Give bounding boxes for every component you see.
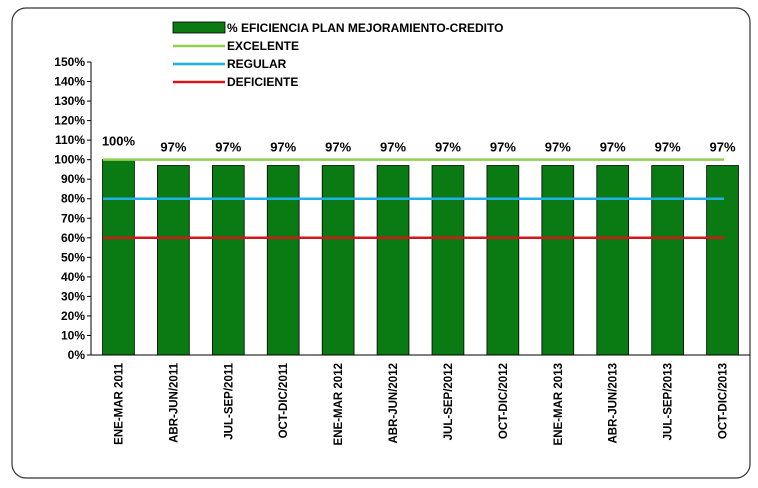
bar [541,165,575,356]
bar [486,165,520,356]
bar [157,165,190,356]
bar [706,165,739,356]
value-label: 97% [160,140,186,155]
value-label: 97% [600,140,626,155]
legend-label: % EFICIENCIA PLAN MEJORAMIENTO-CREDITO [227,21,503,35]
y-tick-label: 30% [61,289,85,303]
x-tick-label: ENE-MAR 2013 [553,363,565,445]
y-tick-label: 20% [61,309,85,323]
y-tick-label: 70% [61,211,85,225]
y-tick-label: 60% [61,231,85,245]
value-label: 100% [102,134,136,149]
value-label: 97% [655,140,681,155]
y-tick-label: 0% [68,348,86,362]
legend-label: REGULAR [227,57,287,71]
bar [102,159,135,356]
x-tick-label: ABR-JUN/2013 [608,363,620,444]
x-tick-label: ABR-JUN/2011 [168,362,180,442]
value-label: 97% [270,140,296,155]
bar [376,165,410,356]
value-label: 97% [215,140,241,155]
value-label: 97% [545,140,571,155]
x-tick-label: JUL-SEP/2013 [663,363,675,440]
value-label: 97% [710,140,736,155]
bar [596,165,630,356]
x-tick-label: ENE-MAR 2012 [333,363,345,445]
y-tick-label: 110% [55,133,85,147]
y-tick-label: 150% [54,55,85,69]
y-tick-label: 100% [54,153,85,167]
x-tick-label: ENE-MAR 2011 [113,362,125,444]
value-label: 97% [325,140,351,155]
legend-swatch [172,21,226,34]
bar [651,165,684,356]
bar [266,165,300,356]
y-tick-label: 40% [61,270,85,284]
y-tick-label: 50% [61,250,85,264]
x-tick-label: OCT-DIC/2013 [718,363,730,439]
bar [211,165,245,356]
value-label: 97% [490,140,516,155]
bar [431,165,465,356]
value-label: 97% [380,140,406,155]
x-tick-label: OCT-DIC/2012 [498,363,510,439]
x-tick-label: OCT-DIC/2011 [278,362,290,438]
y-tick-label: 90% [61,172,85,186]
y-tick-label: 10% [61,328,85,342]
x-tick-label: JUL-SEP/2011 [223,362,235,439]
value-label: 97% [435,140,461,155]
y-tick-label: 140% [54,75,85,89]
legend-label: DEFICIENTE [227,75,298,89]
bar [321,165,355,356]
y-tick-label: 80% [61,192,85,206]
x-tick-label: JUL-SEP/2012 [443,363,455,440]
legend-label: EXCELENTE [227,39,299,53]
y-tick-label: 130% [54,94,85,108]
x-tick-label: ABR-JUN/2012 [388,363,400,444]
y-tick-label: 120% [54,114,85,128]
